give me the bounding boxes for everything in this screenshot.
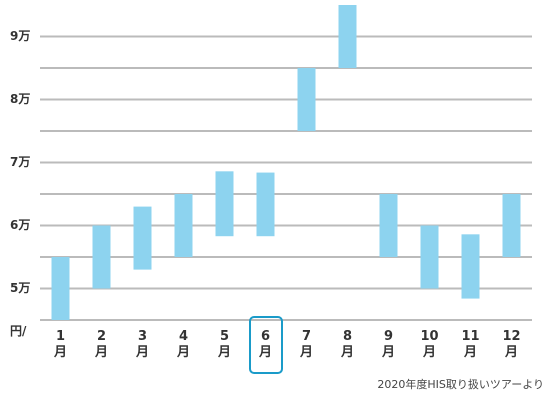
highlight-box <box>248 316 283 374</box>
y-tick-label: 7万 <box>10 155 30 169</box>
y-tick-label: 6万 <box>10 218 30 232</box>
bar <box>256 172 275 237</box>
bar <box>92 225 111 289</box>
x-tick-label: 5 月 <box>217 329 231 360</box>
x-tick-label: 8 月 <box>340 329 354 360</box>
bar <box>461 234 480 299</box>
bar <box>338 5 357 68</box>
bar <box>51 257 70 320</box>
x-tick-label: 10 月 <box>420 329 439 360</box>
x-tick-label: 6 月 <box>258 329 272 360</box>
bar <box>502 194 521 257</box>
y-unit: 円/ <box>10 324 27 338</box>
x-tick-label: 11 月 <box>461 329 480 360</box>
bar <box>133 206 152 270</box>
y-tick-label: 8万 <box>10 92 30 106</box>
x-tick-label: 12 月 <box>502 329 521 360</box>
y-tick-label: 9万 <box>10 29 30 43</box>
x-tick-label: 2 月 <box>94 329 108 360</box>
x-tick-label: 1 月 <box>53 329 67 360</box>
y-tick-label: 5万 <box>10 281 30 295</box>
bar <box>174 194 193 257</box>
bar <box>215 171 234 237</box>
x-tick-label: 4 月 <box>176 329 190 360</box>
x-tick-label: 7 月 <box>299 329 313 360</box>
bar <box>420 225 439 289</box>
x-tick-label: 9 月 <box>381 329 395 360</box>
bar <box>297 68 316 131</box>
x-tick-label: 3 月 <box>135 329 149 360</box>
source: 2020年度HIS取り扱いツアーより <box>377 378 544 391</box>
bar <box>379 194 398 257</box>
